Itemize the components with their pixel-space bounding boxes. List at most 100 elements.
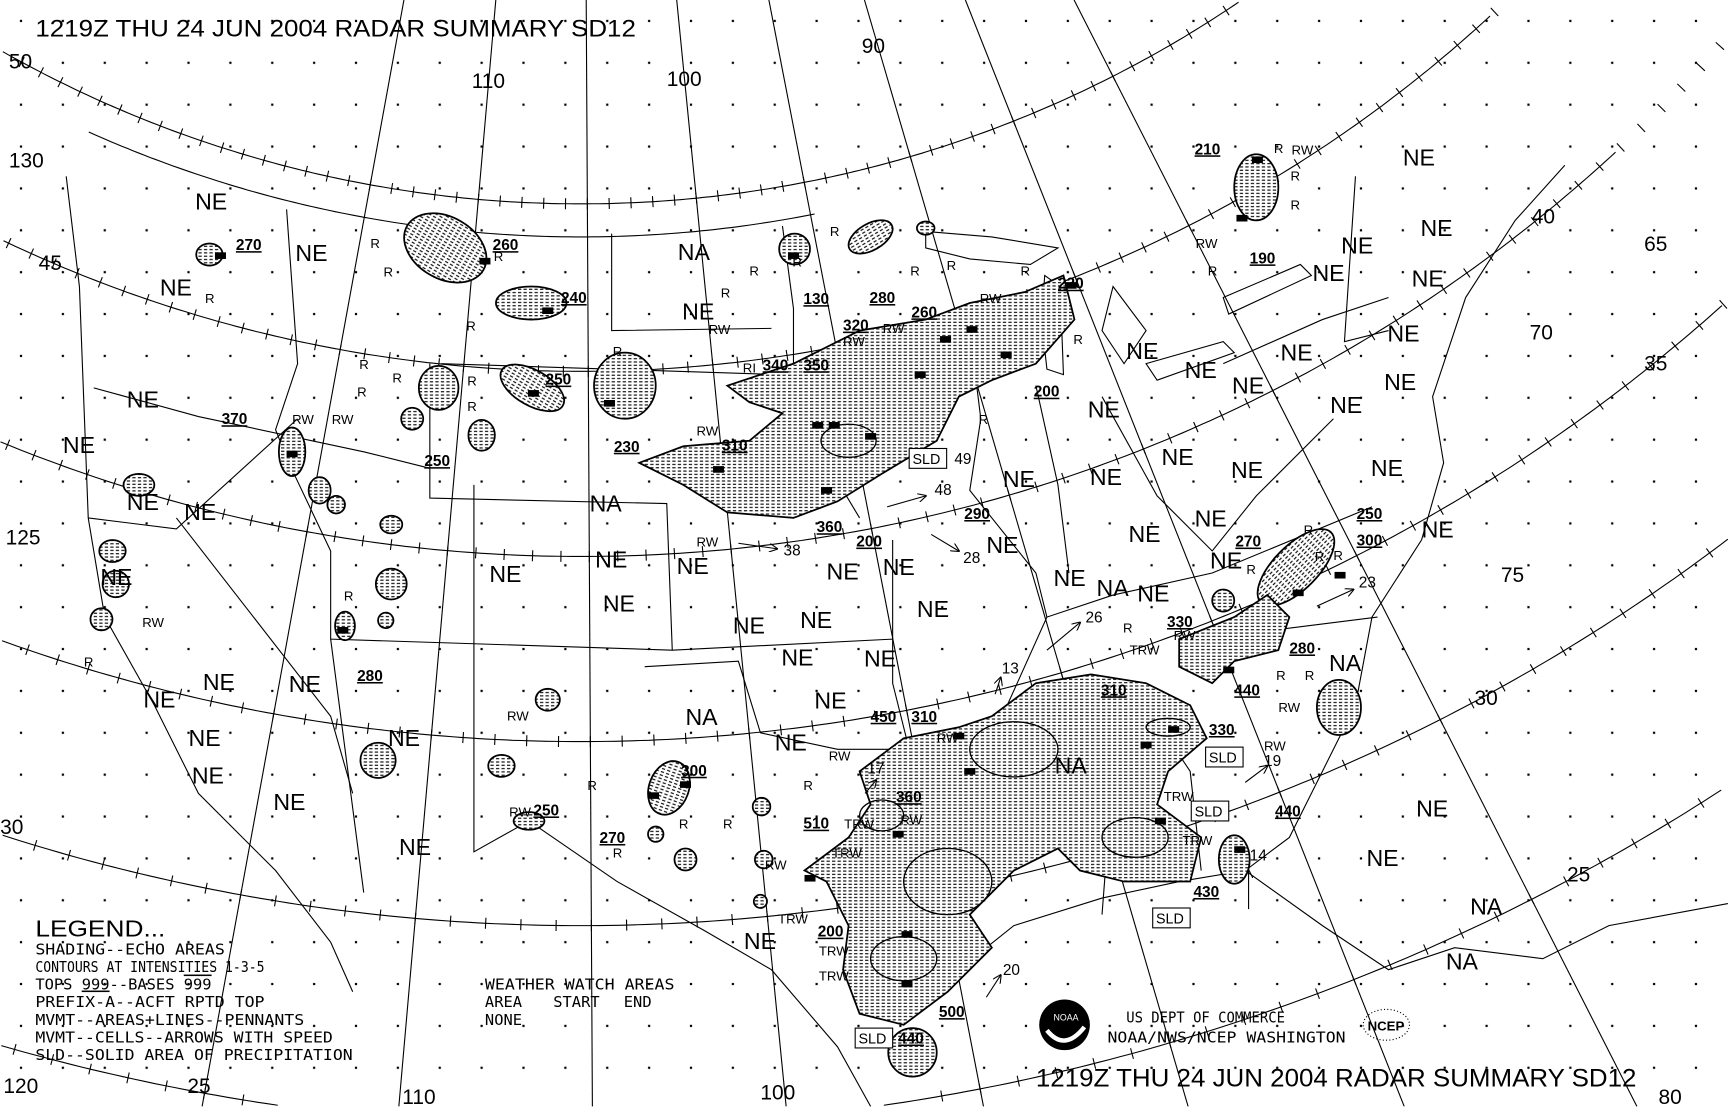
precip-type-label: RW [697, 535, 719, 550]
graticule-label: 120 [3, 1075, 38, 1098]
tick-mark [940, 1090, 944, 1102]
footer-title: 1219Z THU 24 JUN 2004 RADAR SUMMARY SD12 [1036, 1065, 1637, 1093]
cell-marker [828, 422, 840, 429]
precip-type-label: R [979, 412, 989, 427]
region-label: NE [595, 546, 627, 572]
tick-mark [178, 688, 183, 700]
echo-area [534, 687, 561, 712]
echo-area [403, 212, 488, 284]
precip-type-label: RW [292, 412, 314, 427]
tick-mark [1589, 627, 1597, 638]
border-line [1101, 396, 1334, 552]
precip-type-label: R [803, 778, 813, 793]
precip-type-label: R [1290, 197, 1300, 212]
tick-mark [673, 548, 676, 560]
cell-marker [1168, 726, 1180, 733]
region-label: NE [1231, 457, 1263, 483]
region-label: NE [1312, 260, 1344, 286]
cell-marker [648, 792, 660, 799]
legend-prefix: PREFIX-A--ACFT RPTD TOP [35, 993, 264, 1011]
precip-type-label: R [1274, 141, 1284, 156]
tick-mark [66, 849, 72, 861]
tick-mark [1229, 197, 1237, 208]
tick-mark [221, 508, 226, 520]
echo-top-label: 440 [1234, 682, 1260, 699]
tick-mark [1375, 102, 1384, 113]
tick-mark [897, 517, 901, 529]
tick-mark [1597, 857, 1604, 868]
tick-mark [1415, 72, 1423, 82]
tick-mark [126, 1072, 130, 1084]
movement-arrow [1244, 766, 1267, 783]
border-line [175, 517, 354, 794]
graticule-label: 30 [1474, 687, 1497, 710]
echo-area [467, 418, 496, 452]
tick-mark [1031, 107, 1037, 119]
tick-mark [147, 680, 152, 692]
tick-mark [1293, 159, 1301, 169]
region-label: NE [781, 645, 813, 671]
region-label: NE [189, 725, 221, 751]
tick-mark [1167, 39, 1174, 51]
echo-area [593, 351, 657, 420]
legend: LEGEND... SHADING--ECHO AREAS CONTOURS A… [35, 916, 352, 1064]
graticule-label: 80 [1658, 1086, 1681, 1108]
precip-type-label: R [384, 265, 394, 280]
echo-top-label: 260 [911, 304, 937, 321]
cell-marker [679, 781, 691, 788]
tick-mark [1028, 675, 1033, 687]
great-lake-outline [1145, 340, 1236, 381]
region-label: NE [814, 688, 846, 714]
echo-top-label: 280 [870, 290, 896, 307]
tick-mark [261, 154, 266, 166]
region-label: NE [295, 240, 327, 266]
movement-arrows [738, 496, 1353, 998]
echo-area [778, 232, 811, 266]
cell-speed-label: 48 [935, 482, 952, 499]
intensity-contour [1145, 717, 1191, 737]
cell-marker [964, 768, 976, 775]
tick-mark [1241, 1014, 1247, 1026]
graticule-label: 70 [1530, 321, 1553, 344]
precip-type-label: RW [900, 812, 922, 827]
tick-mark [314, 339, 318, 351]
tick-mark [1193, 421, 1199, 433]
echo-top-label: 330 [1209, 722, 1235, 739]
precip-type-label: R [1073, 332, 1083, 347]
tick-mark [1619, 608, 1627, 619]
intensity-contour [1101, 816, 1169, 858]
tick-mark [936, 698, 940, 710]
tick-mark [1148, 50, 1155, 61]
tick-mark [1278, 1001, 1284, 1013]
precip-type-label: TRW [819, 943, 849, 958]
tick-mark [686, 361, 689, 373]
tick-mark [1574, 180, 1583, 190]
echo-top-label: 260 [493, 237, 519, 254]
watch-col-start: START [553, 993, 599, 1011]
tick-mark [1373, 745, 1380, 756]
tick-mark [761, 353, 764, 365]
tick-mark [101, 858, 105, 870]
echo-area [359, 741, 397, 779]
legend-tops: TOPS [35, 976, 81, 994]
precip-type-label: RW [507, 709, 529, 724]
echo-top-label: 300 [1357, 532, 1383, 549]
region-label: NE [1371, 455, 1403, 481]
precip-type-label: TRW [778, 911, 808, 926]
tick-mark [1552, 199, 1561, 209]
echo-top-label: 200 [1034, 384, 1060, 401]
region-label: NE [1420, 215, 1452, 241]
tick-mark [303, 713, 307, 725]
region-label: NE [864, 646, 896, 672]
tick-mark [204, 882, 208, 894]
cell-speed-label: 26 [1085, 610, 1102, 627]
tick-mark [308, 900, 312, 912]
graticule-label: 130 [9, 149, 44, 172]
graticule-label: 100 [760, 1082, 795, 1105]
region-label: NE [1195, 506, 1227, 532]
echo-top-label: 310 [722, 438, 748, 455]
tick-mark [1167, 432, 1173, 444]
tick-mark [684, 732, 687, 744]
region-label: NE [1384, 369, 1416, 395]
